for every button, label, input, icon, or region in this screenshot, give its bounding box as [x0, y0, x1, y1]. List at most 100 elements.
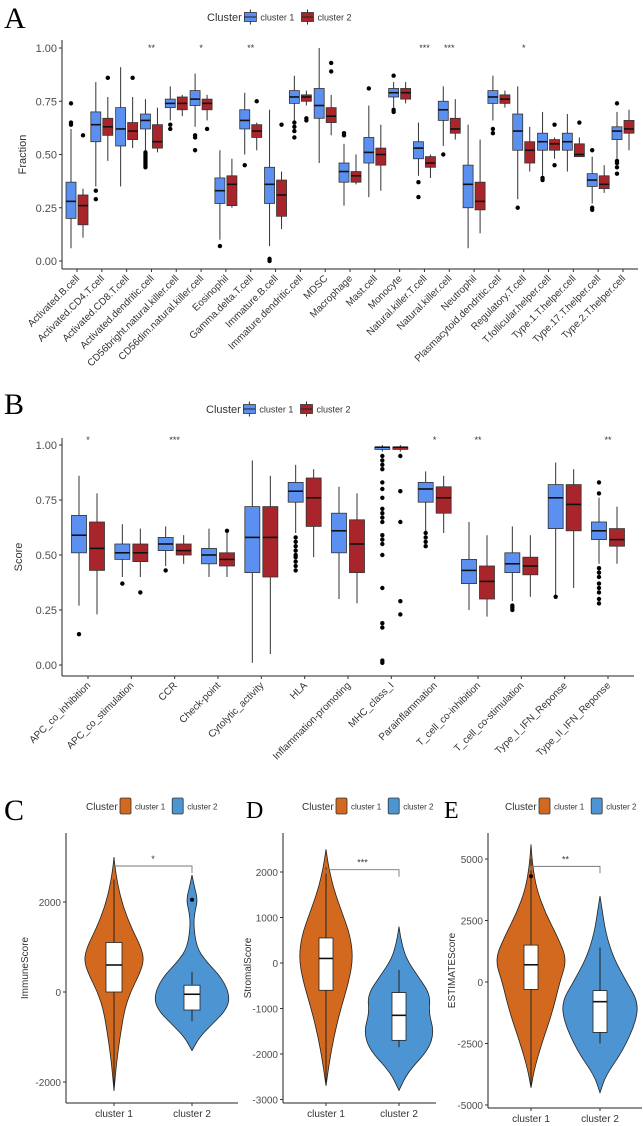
outlier-point: [380, 480, 385, 485]
outlier-point: [391, 107, 396, 112]
outlier-point: [328, 60, 334, 66]
box-cluster-2: [219, 528, 235, 577]
box-cluster-1: [288, 75, 300, 140]
box-iqr: [338, 162, 350, 183]
outlier-point: [254, 99, 259, 104]
panel-letter-b: B: [4, 388, 24, 421]
legend-label-2: cluster 2: [606, 803, 637, 812]
outlier-point: [304, 116, 309, 121]
panel-letter-d: D: [246, 798, 263, 824]
outlier-point: [279, 122, 284, 127]
x-tick-label: cluster 2: [173, 1109, 211, 1120]
outlier-point: [380, 458, 385, 463]
box-cluster-2: [623, 109, 635, 151]
violin-cluster-1: [84, 856, 144, 1092]
outlier-point: [380, 506, 385, 511]
outlier-point: [416, 179, 421, 185]
y-tick-label: 5000: [461, 855, 484, 866]
box-cluster-2: [350, 154, 362, 185]
legend-label-2: cluster 2: [187, 803, 218, 812]
box-cluster-1: [537, 111, 548, 183]
legend-title: Cluster: [206, 404, 241, 416]
significance-label: *: [433, 435, 437, 445]
legend-swatch-2: [387, 797, 400, 815]
significance-bracket: **: [530, 854, 601, 874]
box-iqr: [305, 477, 322, 527]
box-iqr: [547, 484, 564, 530]
outlier-point: [76, 632, 82, 637]
panel-letter-e: E: [444, 798, 459, 824]
box-cluster-2: [325, 60, 337, 136]
outlier-point: [130, 75, 135, 81]
box-cluster-2: [435, 475, 452, 533]
box-cluster-1: [313, 48, 325, 164]
outlier-point: [510, 603, 515, 608]
box-iqr: [565, 484, 582, 532]
box-cluster-2: [449, 99, 461, 140]
significance-label: *: [151, 854, 155, 864]
box-cluster-1: [461, 522, 477, 610]
outlier-point: [293, 544, 298, 549]
box-cluster-1: [591, 480, 607, 606]
box-iqr: [77, 194, 89, 226]
outlier-point: [441, 152, 446, 157]
outlier-point: [380, 462, 385, 467]
box-iqr: [462, 164, 474, 209]
box-cluster-1: [264, 109, 275, 264]
legend-a: Cluster cluster 1 cluster 2: [207, 9, 352, 25]
box-cluster-1: [115, 67, 127, 187]
outlier-point: [540, 175, 545, 181]
box-iqr: [331, 512, 347, 554]
outlier-point: [68, 101, 74, 106]
outlier-point: [614, 101, 620, 106]
outlier-point: [168, 122, 173, 127]
bracket-line: [530, 865, 601, 874]
box-iqr: [592, 990, 608, 1033]
y-tick-label: -3000: [252, 1096, 278, 1107]
box-iqr: [239, 109, 251, 130]
bracket-line: [325, 869, 400, 877]
box-cluster-2: [573, 120, 585, 158]
x-tick-label: cluster 2: [581, 1114, 619, 1125]
outlier-point: [292, 124, 297, 130]
box-cluster-1: [413, 122, 424, 200]
box-iqr: [425, 156, 436, 168]
panel-letter-a: A: [4, 2, 26, 35]
outlier-point: [328, 69, 334, 74]
outlier-point: [398, 453, 403, 459]
y-axis-title: ImmuneScore: [20, 936, 31, 999]
y-tick-label: 0: [477, 978, 483, 989]
outlier-point: [589, 148, 595, 153]
outlier-point: [242, 162, 247, 168]
box-iqr: [479, 565, 495, 600]
outlier-point: [380, 515, 385, 520]
outlier-point: [267, 256, 272, 262]
box-cluster-2: [132, 528, 149, 595]
box-cluster-1: [417, 471, 434, 549]
y-tick-label: 0.50: [36, 150, 57, 162]
box-cluster-2: [474, 139, 486, 234]
box-cluster-2: [175, 535, 192, 564]
box-iqr: [115, 107, 127, 147]
outlier-point: [80, 133, 86, 138]
box-iqr: [114, 543, 131, 560]
box-cluster-2: [201, 94, 213, 132]
box-cluster-1: [611, 101, 623, 176]
box-iqr: [183, 984, 201, 1011]
legend-swatch-1: [538, 797, 551, 815]
box-iqr: [549, 139, 560, 151]
outlier-point: [293, 559, 298, 564]
y-axis-title: ESTIMATEScore: [447, 932, 458, 1008]
outlier-point: [380, 552, 385, 558]
box-cluster-2: [262, 475, 279, 654]
legend-swatch-2: [171, 797, 184, 815]
legend-c: Cluster cluster 1 cluster 2: [86, 797, 218, 815]
outlier-point: [596, 590, 602, 595]
outlier-point: [380, 495, 385, 500]
box-cluster-2: [522, 535, 539, 597]
outlier-point: [380, 453, 385, 459]
outlier-point: [293, 563, 298, 569]
box-cluster-1: [487, 75, 499, 136]
outlier-point: [120, 581, 125, 586]
